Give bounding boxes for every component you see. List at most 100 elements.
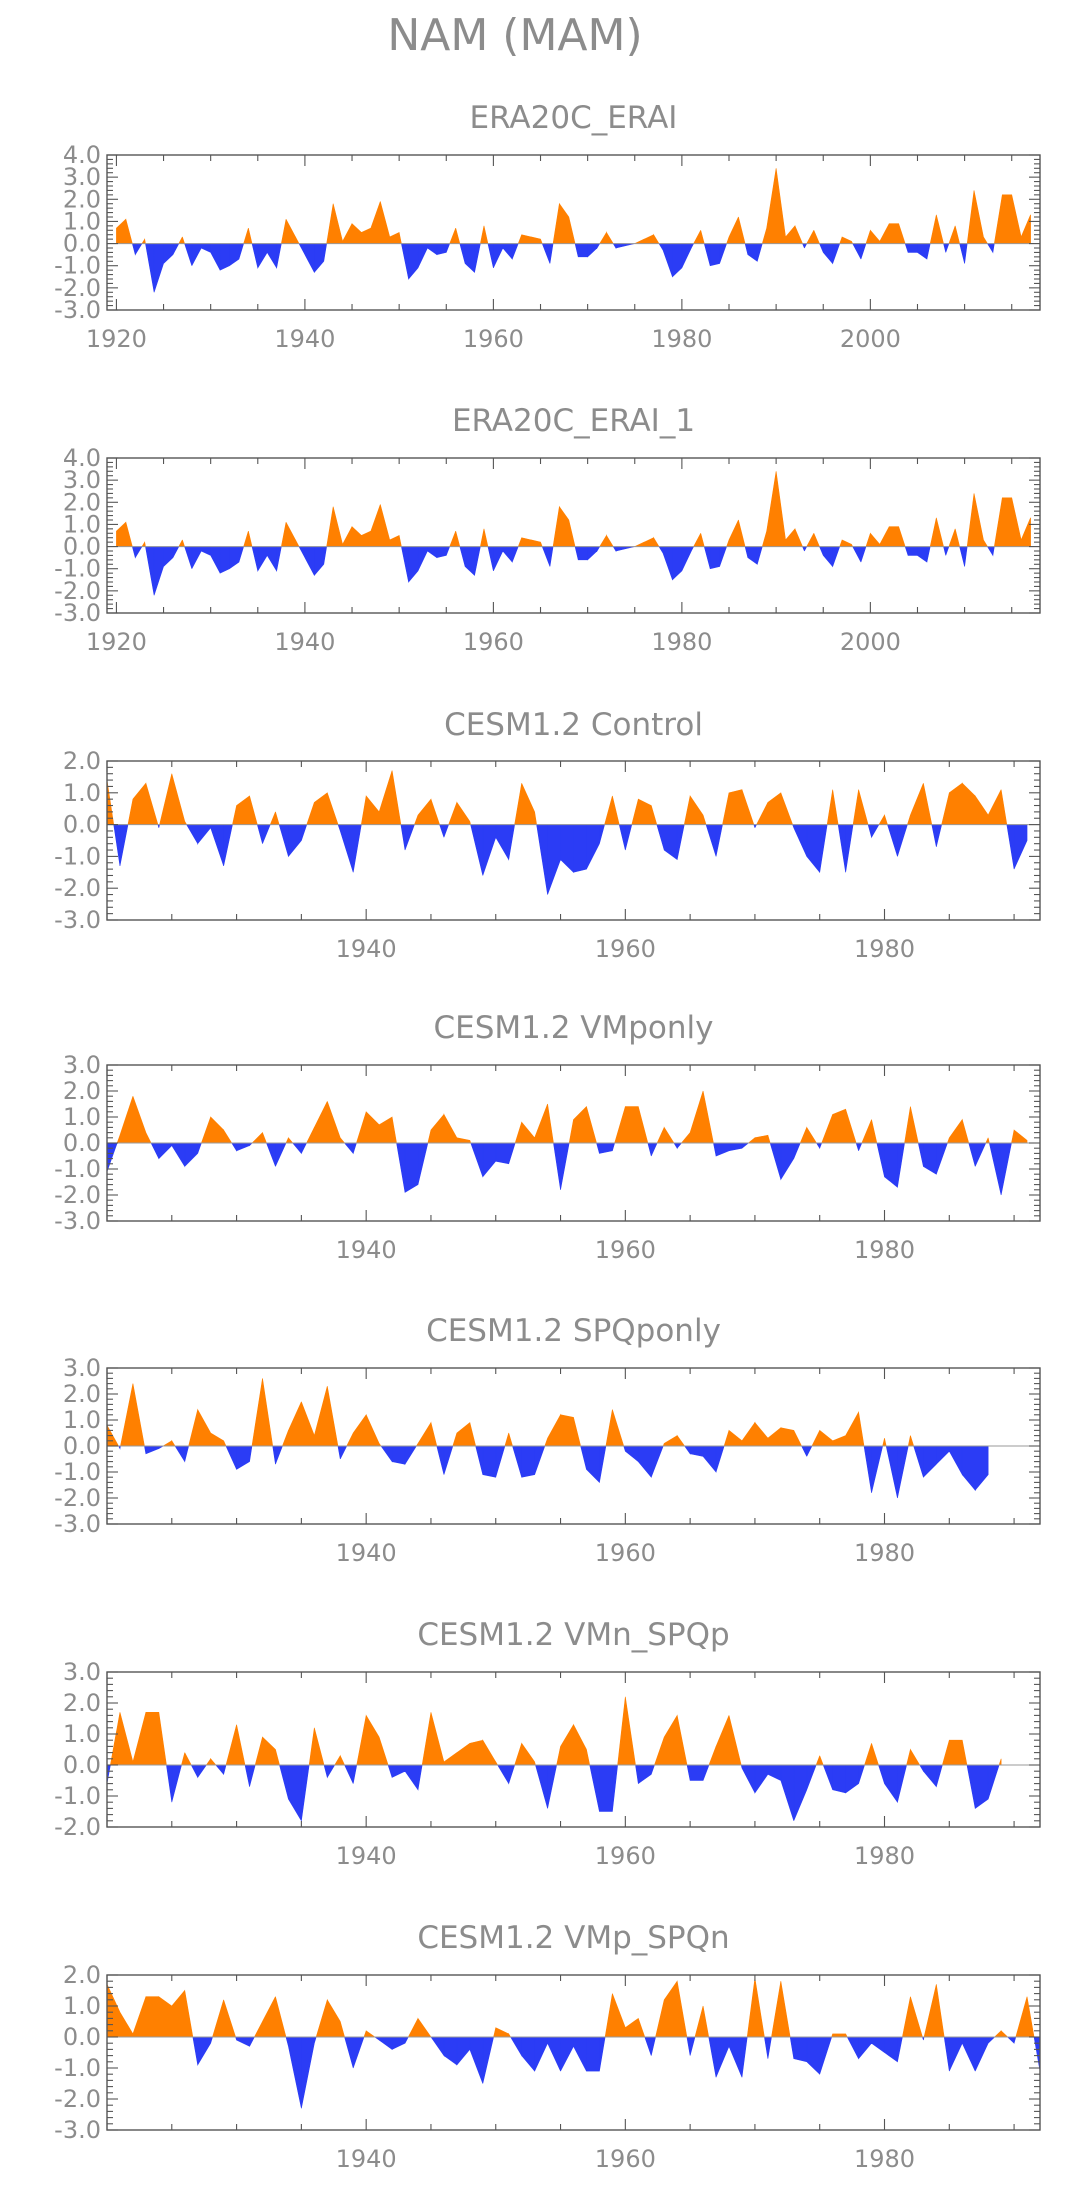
x-tick-label: 1960 bbox=[595, 1539, 656, 1567]
x-tick-label: 1980 bbox=[854, 1539, 915, 1567]
x-tick-label: 1940 bbox=[336, 1236, 397, 1264]
x-tick-label: 1980 bbox=[854, 1236, 915, 1264]
panel-title: CESM1.2 SPQponly bbox=[426, 1313, 721, 1349]
panel-title: CESM1.2 VMponly bbox=[433, 1010, 713, 1046]
y-tick-label: -1.0 bbox=[54, 252, 101, 280]
x-tick-label: 1960 bbox=[595, 2145, 656, 2173]
y-tick-label: -1.0 bbox=[54, 1458, 101, 1486]
y-tick-label: -1.0 bbox=[54, 1782, 101, 1810]
y-tick-label: -3.0 bbox=[54, 296, 101, 324]
series-area bbox=[107, 1090, 1028, 1196]
x-tick-label: 2000 bbox=[840, 325, 901, 353]
x-tick-label: 1980 bbox=[854, 2145, 915, 2173]
x-tick-label: 1980 bbox=[854, 1842, 915, 1870]
plot-frame bbox=[106, 1974, 1041, 2131]
series-area bbox=[107, 1378, 989, 1499]
y-tick-label: 0.0 bbox=[63, 1432, 101, 1460]
plot-frame bbox=[106, 760, 1041, 921]
y-tick-label: 1.0 bbox=[63, 1103, 101, 1131]
panel-6: CESM1.2 VMn_SPQp 3.0 2.0 1.0 0.0 -1.0 -2.0 1940… bbox=[54, 1617, 1041, 1870]
x-tick-label: 1940 bbox=[336, 935, 397, 963]
panel-4: CESM1.2 VMponly 3.02.01.00.0-1.0-2.0-3.0 1… bbox=[54, 1010, 1041, 1264]
y-tick-label: -1.0 bbox=[54, 842, 101, 870]
x-tick-label: 1960 bbox=[595, 1236, 656, 1264]
series-area bbox=[116, 168, 1031, 293]
positive-anomaly-area bbox=[107, 1378, 915, 1447]
y-tick-label: 1.0 bbox=[63, 207, 101, 235]
y-tick-label: 3.0 bbox=[63, 1658, 101, 1686]
y-tick-label: -2.0 bbox=[54, 874, 101, 902]
x-tick-label: 1980 bbox=[651, 325, 712, 353]
y-tick-label: 1.0 bbox=[63, 1406, 101, 1434]
negative-anomaly-area bbox=[118, 1445, 989, 1499]
y-tick-label: -2.0 bbox=[54, 1813, 101, 1841]
y-tick-label: -3.0 bbox=[54, 2116, 101, 2144]
y-tick-label: -1.0 bbox=[54, 2054, 101, 2082]
x-tick-label: 1960 bbox=[595, 1842, 656, 1870]
y-tick-label: 0.0 bbox=[63, 533, 101, 561]
y-tick-label: 3.0 bbox=[63, 1051, 101, 1079]
y-tick-label: 0.0 bbox=[63, 230, 101, 258]
negative-anomaly-area bbox=[107, 1142, 1012, 1196]
y-tick-label: 3.0 bbox=[63, 466, 101, 494]
y-tick-label: 2.0 bbox=[63, 1961, 101, 1989]
plot-frame bbox=[106, 457, 1041, 614]
y-tick-label: -2.0 bbox=[54, 1181, 101, 1209]
positive-anomaly-area bbox=[116, 471, 1031, 547]
y-tick-label: 1.0 bbox=[63, 510, 101, 538]
y-tick-label: 3.0 bbox=[63, 1354, 101, 1382]
y-tick-label: 4.0 bbox=[63, 141, 101, 169]
x-tick-label: 1960 bbox=[595, 935, 656, 963]
panel-1: ERA20C_ERAI4.03.02.01.00.0-1.0-2.0-3.019… bbox=[54, 100, 1041, 353]
x-tick-label: 1940 bbox=[336, 1842, 397, 1870]
y-tick-label: 1.0 bbox=[63, 779, 101, 807]
y-tick-label: 0.0 bbox=[63, 1751, 101, 1779]
panel-title: ERA20C_ERAI bbox=[470, 100, 678, 136]
y-tick-label: 0.0 bbox=[63, 1129, 101, 1157]
x-tick-label: 1980 bbox=[854, 935, 915, 963]
panel-3: CESM1.2 Control 2.0 1.0 0.0 -1.0 -2.0 -3.0 1940… bbox=[54, 707, 1041, 963]
negative-anomaly-area bbox=[113, 824, 1028, 895]
y-tick-label: -3.0 bbox=[54, 1207, 101, 1235]
y-tick-label: 4.0 bbox=[63, 444, 101, 472]
figure-title: NAM (MAM) bbox=[387, 10, 642, 61]
x-tick-label: 1980 bbox=[651, 628, 712, 656]
x-tick-label: 1920 bbox=[86, 628, 147, 656]
positive-anomaly-area bbox=[116, 1090, 1028, 1144]
y-tick-label: -2.0 bbox=[54, 577, 101, 605]
panel-7: CESM1.2 VMp_SPQn 2.0 1.0 0.0 -1.0 -2.0 -3.0 194… bbox=[54, 1920, 1041, 2173]
panel-title: ERA20C_ERAI_1 bbox=[452, 403, 695, 439]
x-tick-label: 1960 bbox=[463, 325, 524, 353]
negative-anomaly-area bbox=[192, 2036, 1040, 2109]
y-tick-label: -3.0 bbox=[54, 599, 101, 627]
y-tick-label: 0.0 bbox=[63, 2023, 101, 2051]
positive-anomaly-area bbox=[107, 1978, 1035, 2038]
x-tick-label: 1940 bbox=[336, 1539, 397, 1567]
y-tick-label: -1.0 bbox=[54, 555, 101, 583]
negative-anomaly-area bbox=[131, 243, 995, 293]
y-tick-label: 1.0 bbox=[63, 1992, 101, 2020]
positive-anomaly-area bbox=[107, 770, 1008, 825]
negative-anomaly-area bbox=[107, 1764, 1000, 1822]
panel-5: CESM1.2 SPQponly 3.02.01.00.0-1.0-2.0-3.0… bbox=[54, 1313, 1041, 1567]
panel-title: CESM1.2 VMp_SPQn bbox=[417, 1920, 729, 1956]
plot-frame bbox=[106, 1671, 1041, 1828]
panel-2: ERA20C_ERAI_1 4.03.02.01.00.0-1.0-2.0-3.0… bbox=[54, 403, 1041, 656]
y-tick-label: 2.0 bbox=[63, 185, 101, 213]
negative-anomaly-area bbox=[131, 546, 995, 596]
y-tick-label: 2.0 bbox=[63, 1689, 101, 1717]
y-tick-label: -3.0 bbox=[54, 1510, 101, 1538]
panel-title: CESM1.2 VMn_SPQp bbox=[417, 1617, 729, 1653]
y-tick-label: 1.0 bbox=[63, 1720, 101, 1748]
plot-frame bbox=[106, 154, 1041, 311]
y-tick-label: 3.0 bbox=[63, 163, 101, 191]
x-tick-label: 1940 bbox=[336, 2145, 397, 2173]
series-area bbox=[107, 1978, 1040, 2109]
x-tick-label: 1960 bbox=[463, 628, 524, 656]
panel-title: CESM1.2 Control bbox=[444, 707, 703, 743]
y-tick-label: 2.0 bbox=[63, 1077, 101, 1105]
y-tick-label: -3.0 bbox=[54, 906, 101, 934]
y-tick-label: -1.0 bbox=[54, 1155, 101, 1183]
x-tick-label: 2000 bbox=[840, 628, 901, 656]
